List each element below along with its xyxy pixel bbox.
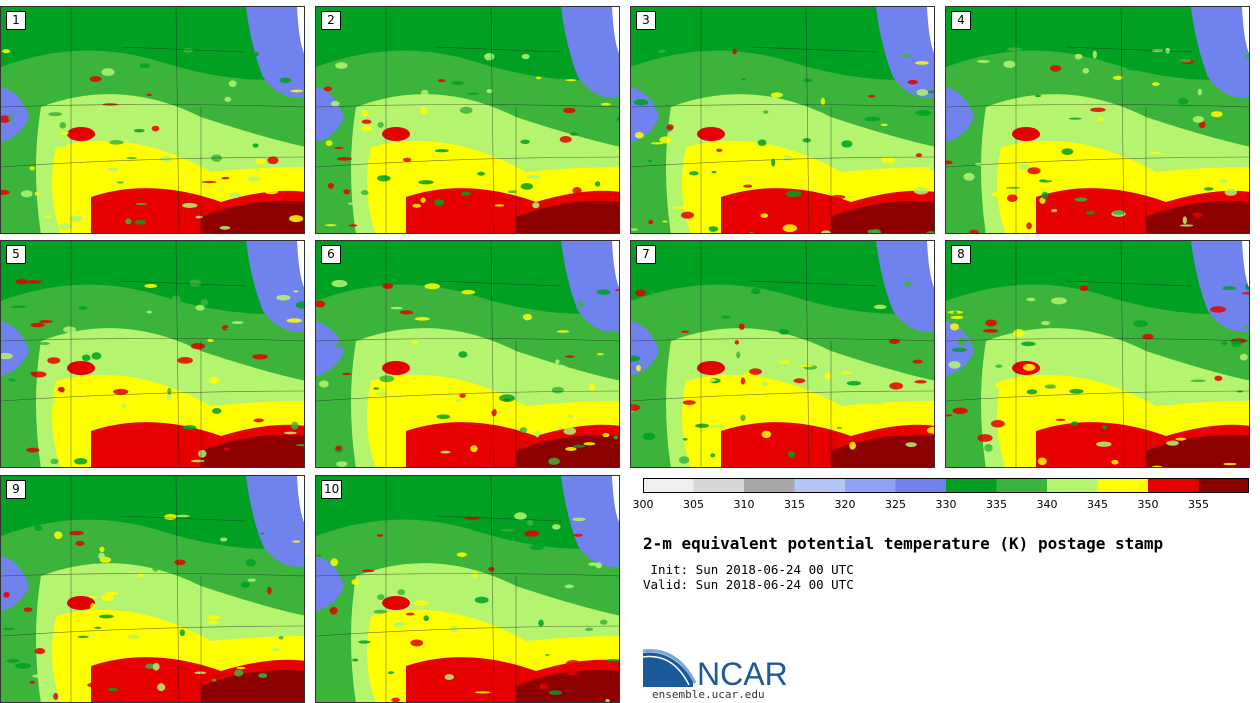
colorbar-tick-label: 335 [986,498,1007,511]
stamp-number: 7 [636,245,656,264]
stamp-number: 4 [951,11,971,30]
init-time: Init: Sun 2018-06-24 00 UTC [643,562,854,577]
colorbar-swatch [693,478,745,493]
stamp-7: 7 [630,240,935,468]
ncar-logo: NCAR [643,649,788,687]
colorbar-tick-label: 350 [1137,498,1159,511]
colorbar-swatch [1198,478,1249,493]
stamp-number: 10 [321,480,343,499]
stamp-number: 1 [6,11,26,30]
plot-title: 2-m equivalent potential temperature (K)… [643,534,1164,553]
stamp-1: 1 [0,6,305,234]
colorbar-tick-label: 300 [632,498,654,511]
colorbar-swatch [643,478,694,493]
stamp-number: 8 [951,245,971,264]
colorbar-tick-label: 320 [834,498,856,511]
colorbar-swatch [996,478,1048,493]
colorbar-tick-label: 305 [683,498,704,511]
stamp-6: 6 [315,240,620,468]
valid-time: Valid: Sun 2018-06-24 00 UTC [643,577,854,592]
colorbar [643,478,1249,493]
colorbar-swatch [1047,478,1098,493]
stamp-9: 9 [0,475,305,703]
logo-url: ensemble.ucar.edu [652,688,765,701]
stamp-2: 2 [315,6,620,234]
colorbar-tick-label: 310 [733,498,755,511]
stamp-number: 6 [321,245,341,264]
colorbar-swatch [845,478,896,493]
colorbar-tick-label: 355 [1188,498,1209,511]
colorbar-tick-label: 345 [1087,498,1108,511]
stamp-number: 5 [6,245,26,264]
stamp-number: 3 [636,11,656,30]
colorbar-swatch [946,478,997,493]
stamp-number: 2 [321,11,341,30]
stamp-3: 3 [630,6,935,234]
colorbar-tick-label: 315 [784,498,805,511]
stamp-8: 8 [945,240,1250,468]
colorbar-swatch [744,478,795,493]
colorbar-tick-label: 325 [885,498,906,511]
colorbar-swatch [1148,478,1199,493]
logo-wordmark: NCAR [697,656,788,687]
stamp-4: 4 [945,6,1250,234]
stamp-5: 5 [0,240,305,468]
colorbar-swatch [1097,478,1149,493]
colorbar-tick-label: 340 [1036,498,1058,511]
colorbar-swatch [794,478,846,493]
colorbar-swatch [895,478,947,493]
colorbar-tick-label: 330 [935,498,957,511]
stamp-10: 10 [315,475,620,703]
stamp-number: 9 [6,480,26,499]
